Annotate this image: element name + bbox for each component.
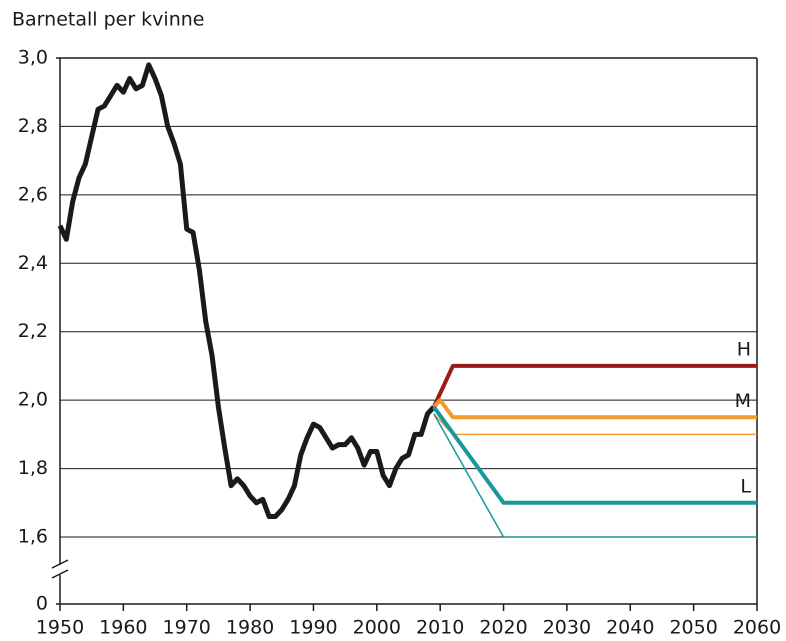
series-line <box>433 413 757 538</box>
y-tick-label: 3,0 <box>18 47 48 69</box>
y-tick-label: 1,8 <box>18 457 48 479</box>
x-tick-label: 2020 <box>479 617 527 639</box>
x-tick-label: 2050 <box>669 617 717 639</box>
x-tick-label: 1990 <box>289 617 337 639</box>
y-tick-label: 2,6 <box>18 183 48 205</box>
y-tick-label: 2,2 <box>18 320 48 342</box>
axis-break <box>51 559 69 569</box>
y-tick-label: 2,0 <box>18 389 48 411</box>
series-line <box>432 405 757 505</box>
series-label: H <box>737 338 751 360</box>
y-tick-label: 0 <box>36 593 48 615</box>
x-tick-label: 1980 <box>226 617 274 639</box>
series-line <box>432 363 757 408</box>
series-label: M <box>735 390 751 412</box>
x-tick-label: 2000 <box>353 617 401 639</box>
y-tick-label: 2,4 <box>18 252 48 274</box>
series-line <box>57 62 436 519</box>
axis-break <box>51 569 69 579</box>
x-tick-label: 2040 <box>606 617 654 639</box>
x-tick-label: 2030 <box>543 617 591 639</box>
x-tick-label: 1970 <box>163 617 211 639</box>
y-tick-label: 2,8 <box>18 115 48 137</box>
x-tick-label: 1950 <box>36 617 84 639</box>
x-tick-label: 2060 <box>733 617 781 639</box>
series-line <box>432 398 757 420</box>
x-tick-label: 1960 <box>99 617 147 639</box>
series-label: L <box>740 475 751 497</box>
chart-title: Barnetall per kvinne <box>12 9 204 31</box>
y-tick-label: 1,6 <box>18 526 48 548</box>
x-tick-label: 2010 <box>416 617 464 639</box>
